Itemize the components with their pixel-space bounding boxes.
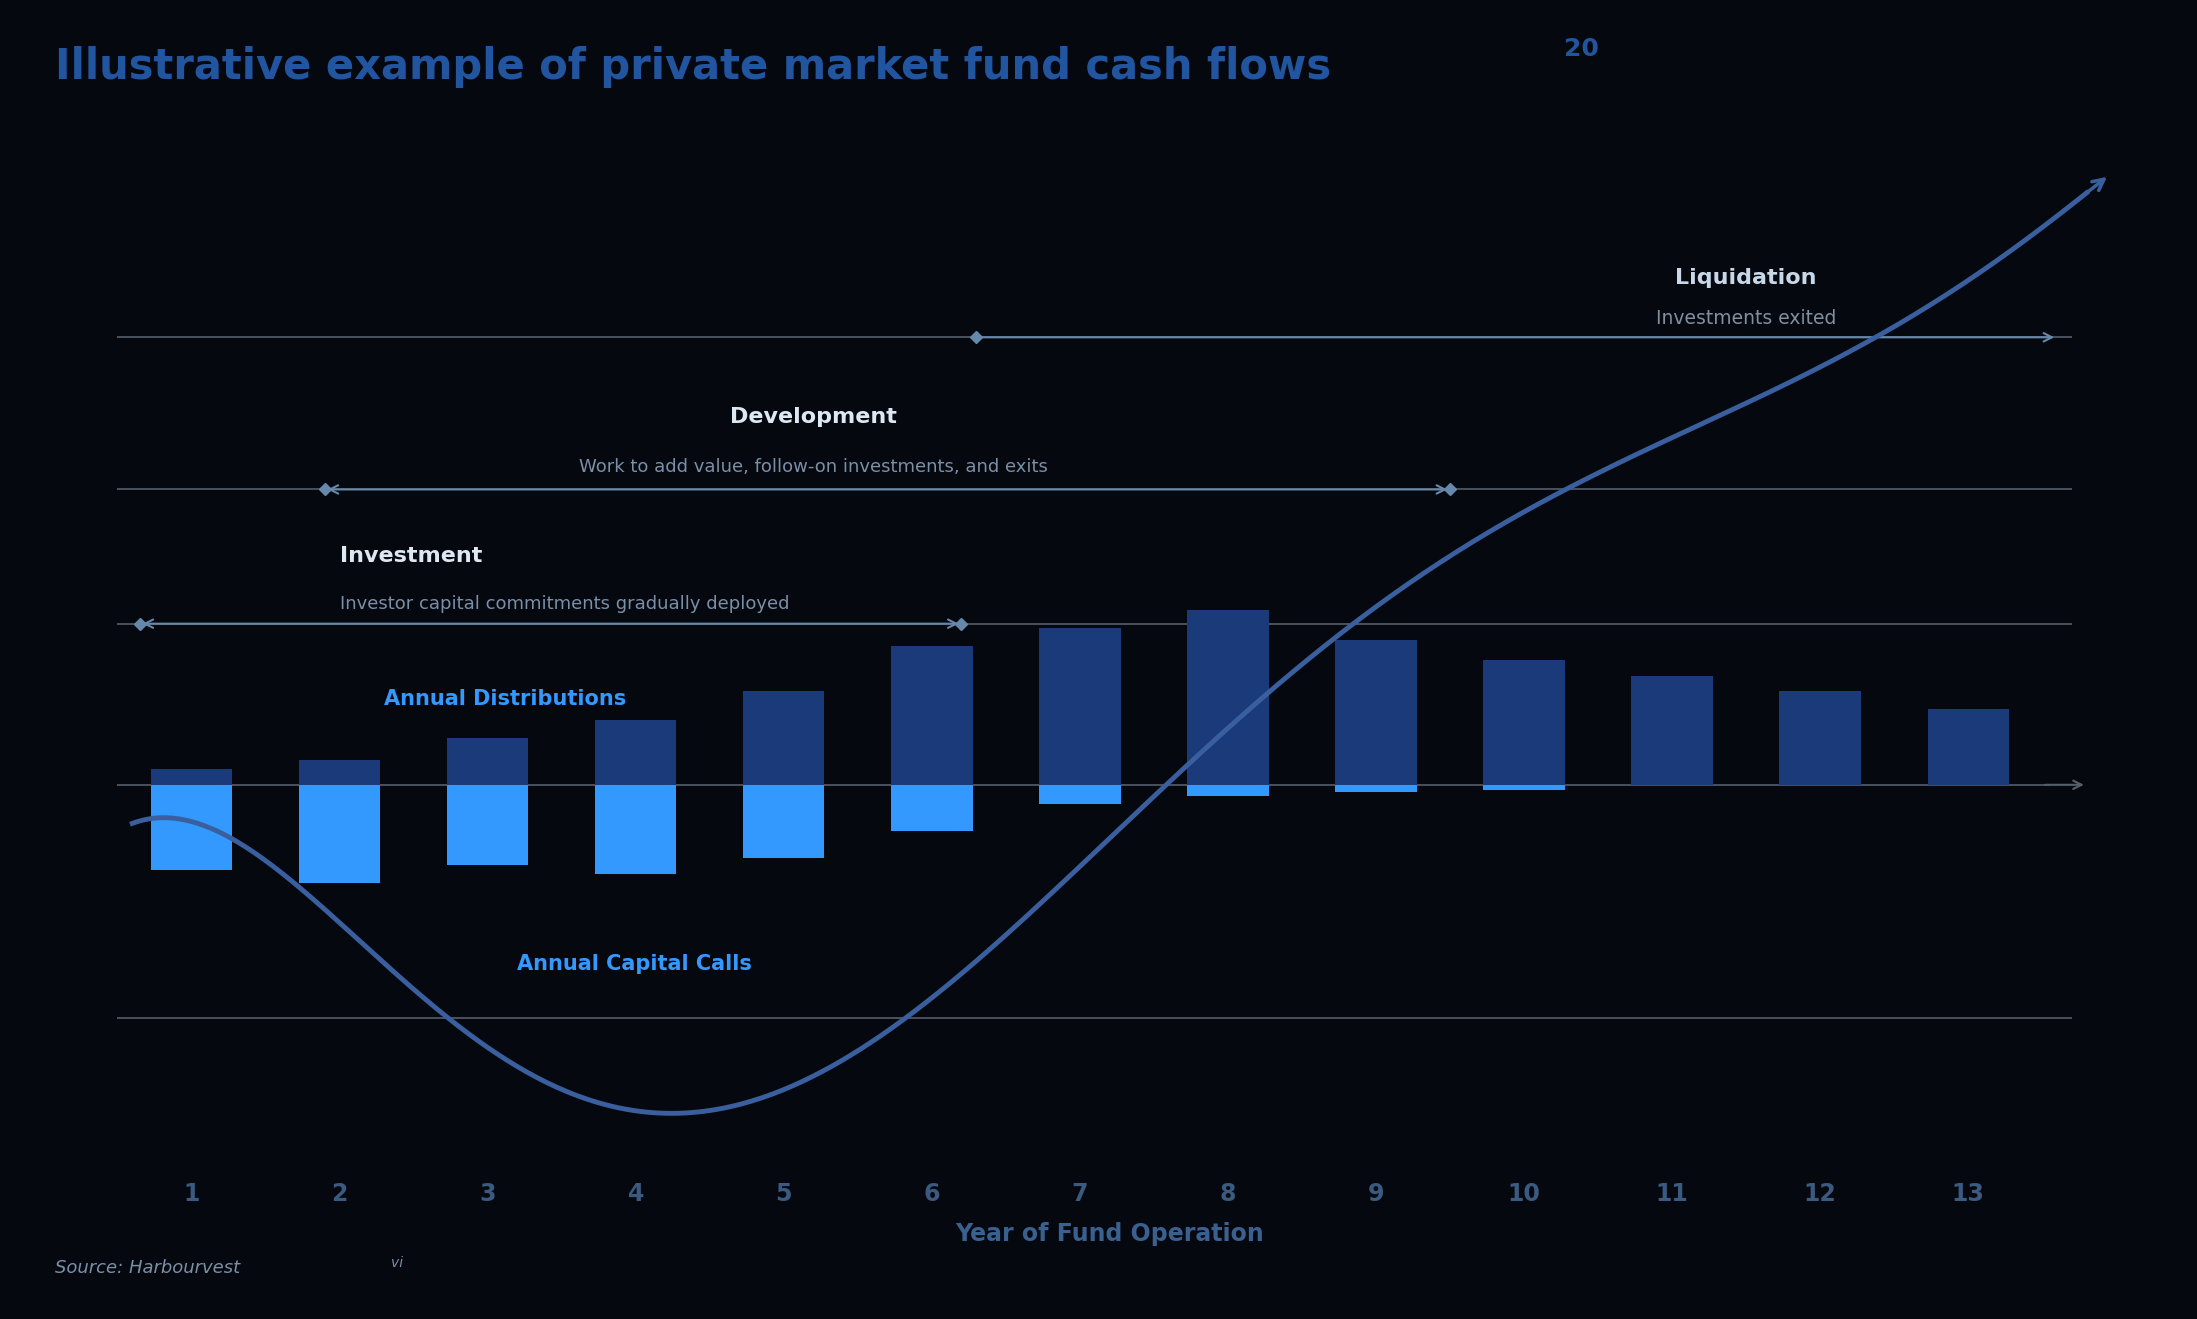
Text: Source: Harbourvest: Source: Harbourvest	[55, 1258, 239, 1277]
Bar	[446, 739, 527, 785]
Bar	[1927, 708, 2008, 785]
Bar	[1632, 675, 1714, 785]
Text: Work to add value, follow-on investments, and exits: Work to add value, follow-on investments…	[580, 458, 1048, 476]
Bar	[892, 646, 973, 785]
Bar	[1039, 785, 1120, 805]
Bar	[892, 785, 973, 831]
Text: Investor capital commitments gradually deployed: Investor capital commitments gradually d…	[341, 595, 789, 613]
Text: Illustrative example of private market fund cash flows: Illustrative example of private market f…	[55, 46, 1331, 88]
Bar	[595, 785, 677, 874]
Bar	[299, 760, 380, 785]
Text: Annual Capital Calls: Annual Capital Calls	[516, 954, 751, 973]
Bar	[299, 785, 380, 884]
Text: Investments exited: Investments exited	[1657, 310, 1837, 328]
Bar	[595, 720, 677, 785]
Text: Development: Development	[729, 406, 896, 427]
Bar	[1039, 628, 1120, 785]
Bar	[1336, 785, 1417, 791]
Bar	[1780, 691, 1861, 785]
Bar	[743, 691, 824, 785]
Text: Annual Distributions: Annual Distributions	[384, 689, 626, 708]
Text: 20: 20	[1564, 37, 1599, 61]
Bar	[1186, 785, 1268, 795]
Bar	[743, 785, 824, 859]
Bar	[446, 785, 527, 865]
Bar	[1483, 660, 1564, 785]
Bar	[1483, 785, 1564, 790]
X-axis label: Year of Fund Operation: Year of Fund Operation	[956, 1223, 1263, 1246]
Bar	[152, 769, 233, 785]
Bar	[1336, 640, 1417, 785]
Bar	[1186, 611, 1268, 785]
Text: Liquidation: Liquidation	[1676, 268, 1817, 288]
Text: Investment: Investment	[341, 546, 481, 566]
Text: vi: vi	[391, 1256, 404, 1270]
Bar	[152, 785, 233, 869]
